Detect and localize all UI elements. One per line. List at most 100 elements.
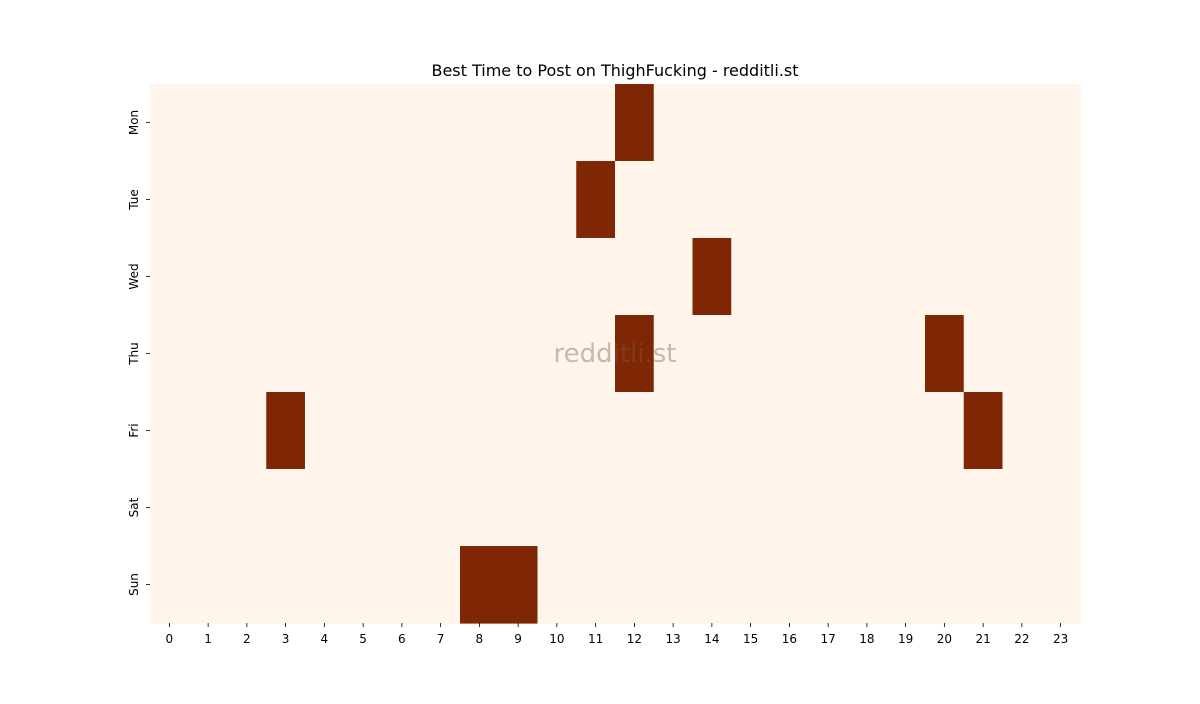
heatmap-cell-sun-15	[731, 546, 771, 624]
x-tick-label-0: 0	[166, 632, 174, 646]
heatmap-cell-mon-13	[653, 84, 694, 162]
heatmap-cell-fri-11	[576, 392, 616, 470]
x-tick-label-3: 3	[282, 632, 290, 646]
heatmap-cell-sun-11	[576, 546, 616, 624]
heatmap-cell-wed-12	[615, 238, 655, 316]
heatmap-cell-mon-12	[615, 84, 655, 162]
heatmap-cell-fri-6	[382, 392, 422, 470]
heatmap-cell-thu-21	[963, 315, 1004, 393]
heatmap-cell-sun-8	[460, 546, 500, 624]
heatmap-cell-wed-18	[847, 238, 887, 316]
x-tick-label-16: 16	[782, 632, 797, 646]
heatmap-cell-fri-14	[692, 392, 732, 470]
heatmap-cell-wed-10	[537, 238, 577, 316]
heatmap-cell-sun-9	[498, 546, 539, 624]
x-tick-label-21: 21	[975, 632, 990, 646]
heatmap-cell-sun-4	[305, 546, 345, 624]
x-tick-label-9: 9	[514, 632, 522, 646]
x-tick-label-6: 6	[398, 632, 406, 646]
x-tick-label-17: 17	[820, 632, 835, 646]
heatmap-cell-sat-17	[808, 469, 849, 547]
heatmap-cell-fri-20	[925, 392, 965, 470]
watermark: redditli.st	[554, 339, 677, 369]
heatmap-cell-wed-3	[266, 238, 306, 316]
heatmap-cell-sun-18	[847, 546, 887, 624]
heatmap-cell-thu-11	[576, 315, 616, 393]
heatmap-cell-sun-20	[925, 546, 965, 624]
heatmap-cell-fri-23	[1041, 392, 1081, 470]
x-tick-label-19: 19	[898, 632, 913, 646]
heatmap-cell-fri-5	[343, 392, 384, 470]
heatmap-cell-mon-14	[692, 84, 732, 162]
heatmap-cell-sun-12	[615, 546, 655, 624]
heatmap-cell-fri-2	[227, 392, 267, 470]
heatmap-cell-mon-21	[963, 84, 1004, 162]
heatmap-cell-sun-13	[653, 546, 694, 624]
heatmap-cell-thu-14	[692, 315, 732, 393]
y-tick-label-mon: Mon	[127, 110, 141, 135]
heatmap-cell-mon-0	[150, 84, 190, 162]
x-axis: 0 1 2 3 4 5 6 7 8 9 10 11 12 13 14 15 16 17 18 19 20 21 22 23	[166, 623, 1068, 646]
heatmap-cell-wed-19	[886, 238, 926, 316]
x-tick-label-18: 18	[859, 632, 874, 646]
heatmap-cell-wed-9	[498, 238, 539, 316]
heatmap-cell-fri-12	[615, 392, 655, 470]
y-tick-label-sun: Sun	[127, 573, 141, 596]
heatmap-cell-tue-7	[421, 161, 461, 239]
heatmap-cell-mon-6	[382, 84, 422, 162]
heatmap-cell-tue-8	[460, 161, 500, 239]
heatmap-cell-mon-22	[1002, 84, 1042, 162]
heatmap-cell-mon-11	[576, 84, 616, 162]
heatmap-cell-sat-9	[498, 469, 539, 547]
heatmap-cell-mon-18	[847, 84, 887, 162]
heatmap-cell-thu-3	[266, 315, 306, 393]
heatmap-cell-sat-2	[227, 469, 267, 547]
heatmap-cell-tue-12	[615, 161, 655, 239]
heatmap-cell-wed-6	[382, 238, 422, 316]
y-tick-label-wed: Wed	[127, 263, 141, 289]
heatmap-cell-sat-10	[537, 469, 577, 547]
y-tick-label-thu: Thu	[127, 342, 141, 366]
heatmap-cell-fri-16	[770, 392, 810, 470]
x-tick-label-12: 12	[627, 632, 642, 646]
heatmap-cell-sat-4	[305, 469, 345, 547]
heatmap-cell-wed-11	[576, 238, 616, 316]
heatmap-cell-thu-19	[886, 315, 926, 393]
heatmap-cell-sun-23	[1041, 546, 1081, 624]
heatmap-cell-tue-13	[653, 161, 694, 239]
heatmap-cell-tue-4	[305, 161, 345, 239]
heatmap-cell-wed-8	[460, 238, 500, 316]
heatmap-cell-thu-2	[227, 315, 267, 393]
heatmap-cell-sat-12	[615, 469, 655, 547]
heatmap-cell-sun-7	[421, 546, 461, 624]
heatmap-cell-mon-23	[1041, 84, 1081, 162]
heatmap-cell-wed-7	[421, 238, 461, 316]
heatmap-cell-fri-1	[188, 392, 229, 470]
x-tick-label-1: 1	[204, 632, 212, 646]
heatmap-cell-wed-1	[188, 238, 229, 316]
heatmap-cell-tue-3	[266, 161, 306, 239]
heatmap-cell-tue-9	[498, 161, 539, 239]
heatmap-cell-sat-7	[421, 469, 461, 547]
heatmap-cell-fri-9	[498, 392, 539, 470]
heatmap-cell-mon-15	[731, 84, 771, 162]
heatmap-cell-sun-2	[227, 546, 267, 624]
x-tick-label-8: 8	[476, 632, 484, 646]
heatmap-cell-tue-10	[537, 161, 577, 239]
heatmap-cell-sat-16	[770, 469, 810, 547]
heatmap-cell-mon-9	[498, 84, 539, 162]
heatmap-cell-thu-17	[808, 315, 849, 393]
heatmap-cell-thu-6	[382, 315, 422, 393]
heatmap-cell-fri-18	[847, 392, 887, 470]
heatmap-cell-mon-2	[227, 84, 267, 162]
heatmap-cell-fri-10	[537, 392, 577, 470]
x-tick-label-15: 15	[743, 632, 758, 646]
heatmap-cell-mon-16	[770, 84, 810, 162]
heatmap-cell-thu-10	[537, 315, 577, 393]
heatmap-cell-thu-9	[498, 315, 539, 393]
heatmap-cell-fri-8	[460, 392, 500, 470]
heatmap-cell-tue-11	[576, 161, 616, 239]
heatmap-cell-sun-19	[886, 546, 926, 624]
x-tick-label-22: 22	[1014, 632, 1029, 646]
